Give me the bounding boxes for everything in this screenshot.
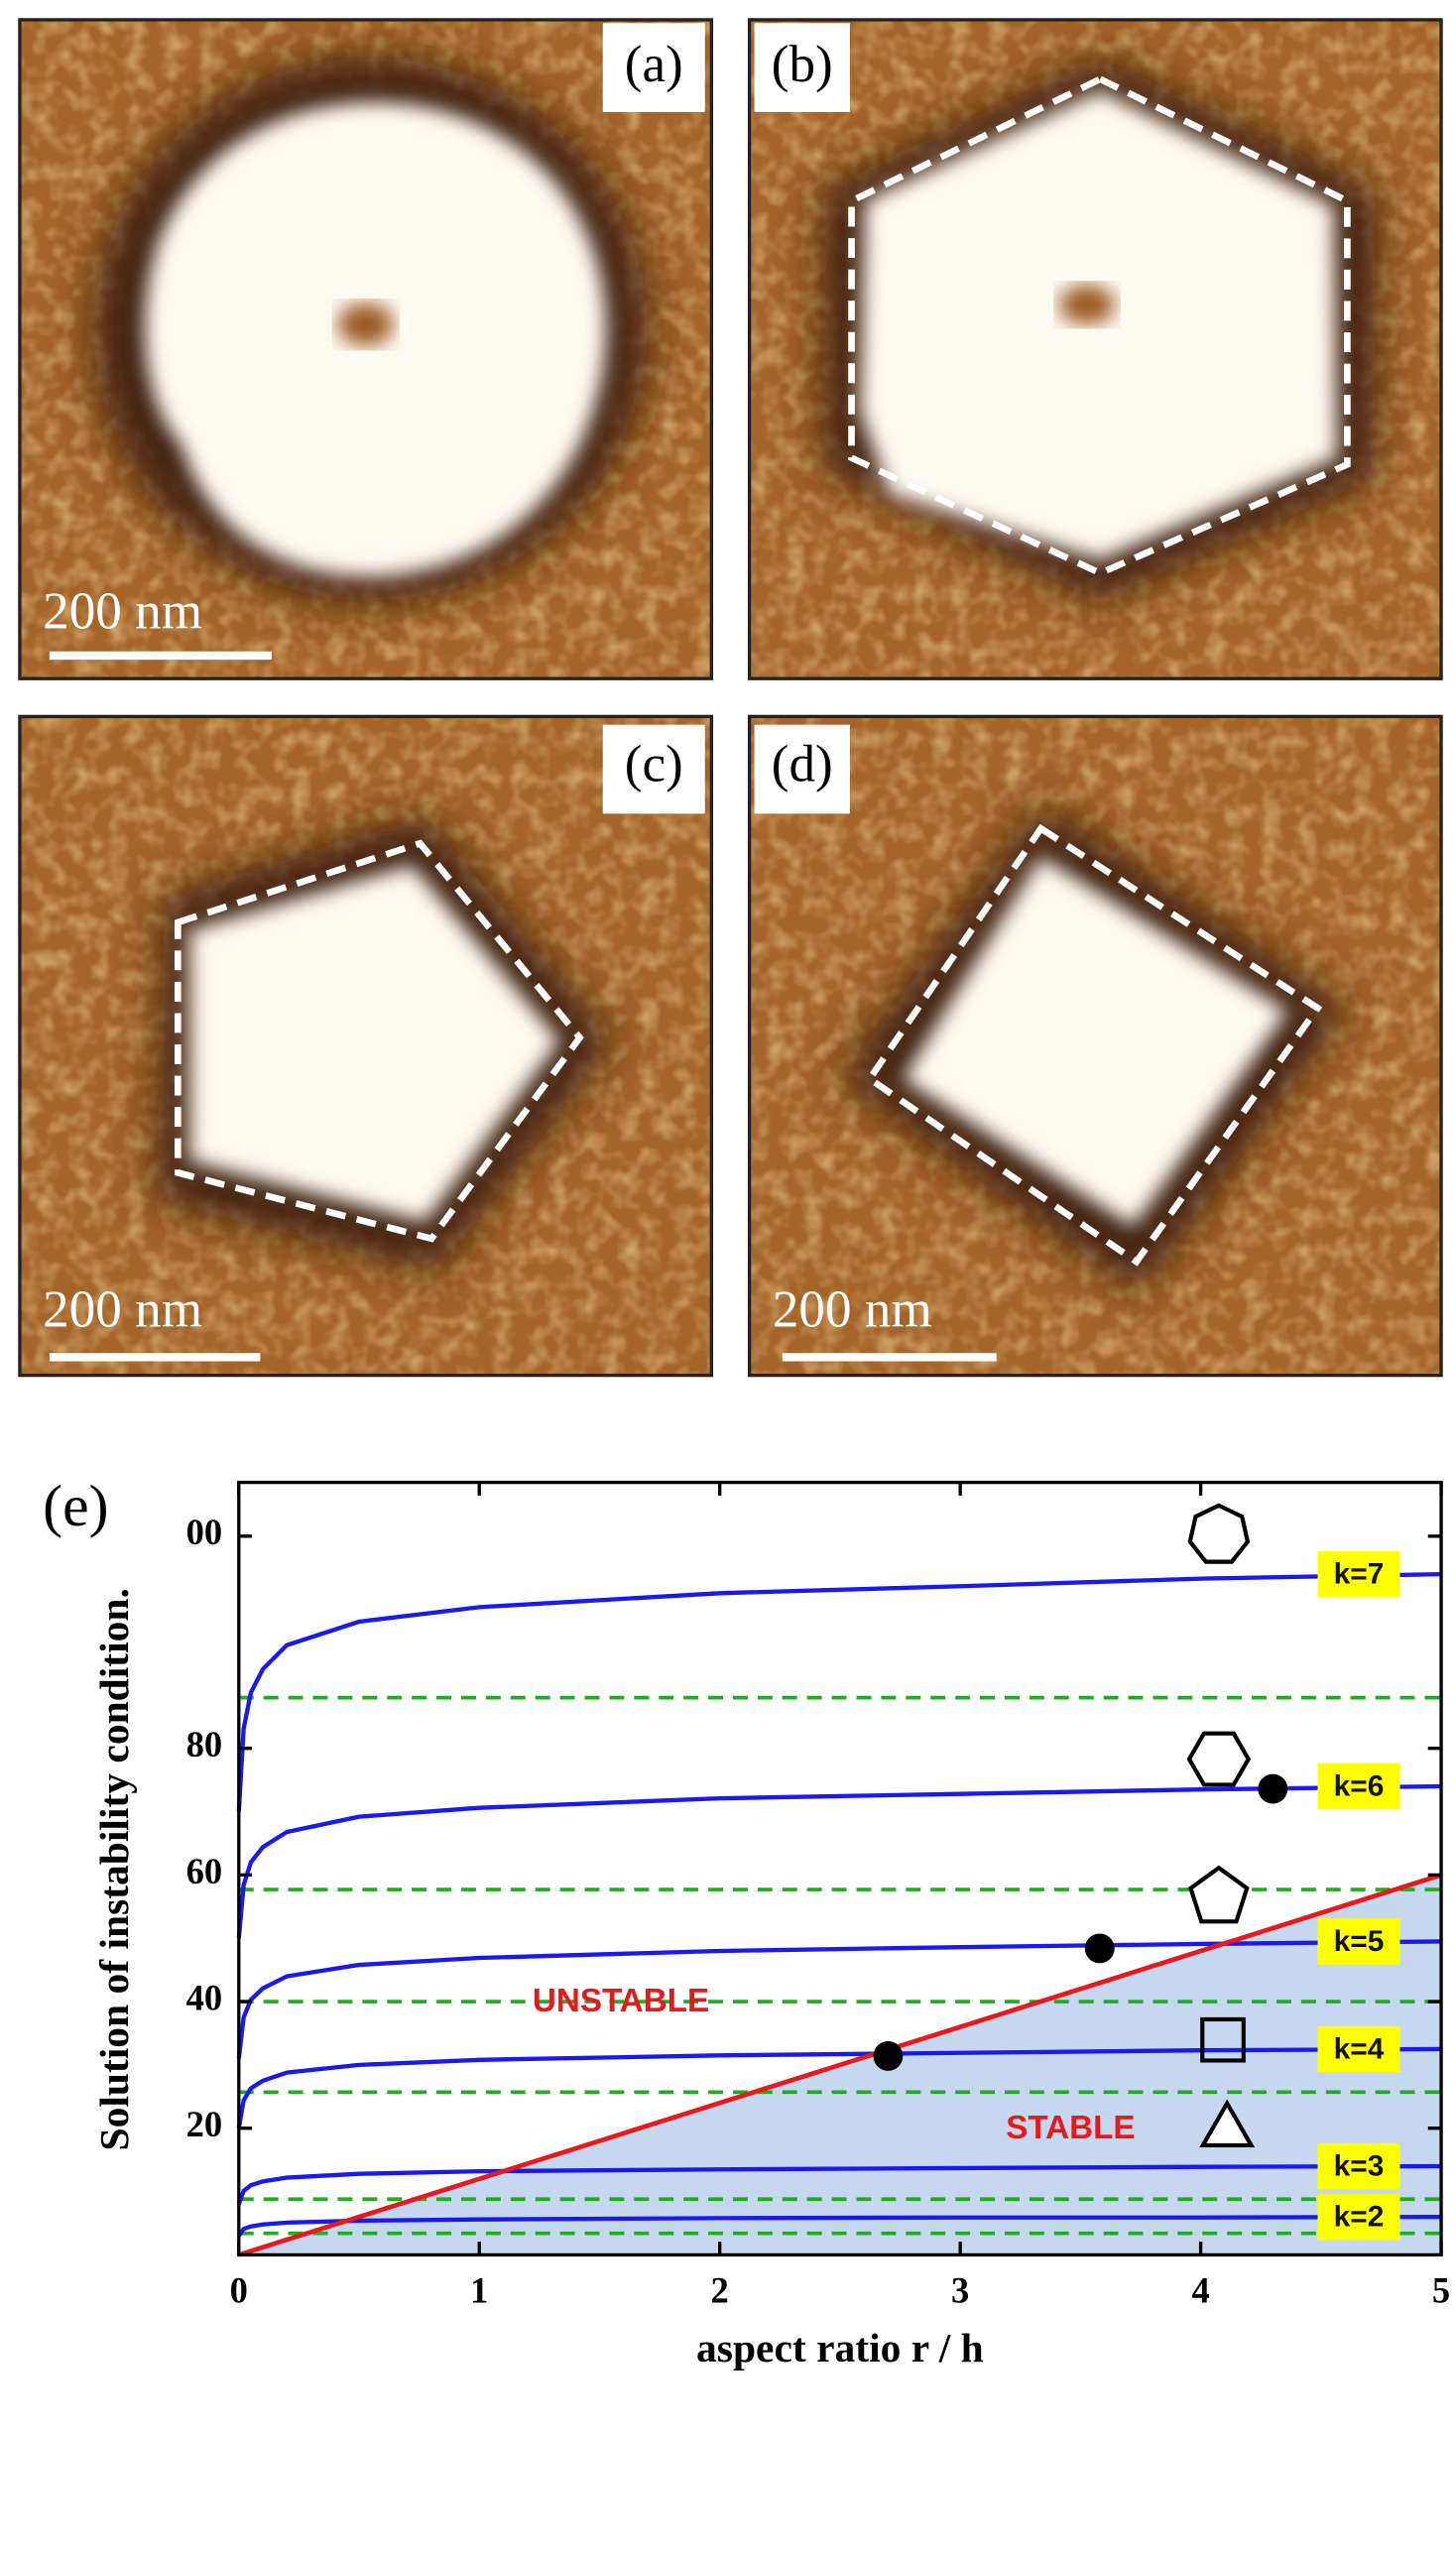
y-tick-label: 20 [186, 2104, 223, 2144]
curve [236, 2163, 1442, 2206]
shape-icon [1188, 1865, 1250, 1924]
panel-label: (b) [772, 36, 833, 93]
label-background [1317, 2025, 1400, 2073]
point [1258, 1773, 1288, 1804]
annotation: STABLE [1006, 2110, 1135, 2146]
outline [865, 823, 1323, 1267]
series-label: k=7 [1334, 1558, 1385, 1591]
shape-icon [1186, 1731, 1252, 1787]
panel-label: (e) [43, 1473, 108, 1538]
scale-label: 200 nm [43, 582, 202, 640]
series-label: k=6 [1334, 1770, 1385, 1803]
point [1084, 1933, 1115, 1964]
afm-image [19, 19, 712, 679]
series-label: k=3 [1334, 2150, 1385, 2183]
y-tick-label: 60 [186, 1851, 223, 1891]
curve [236, 2046, 1442, 2129]
point [873, 2041, 904, 2071]
curve [236, 1783, 1442, 1939]
x-axis-label: aspect ratio r / h [696, 2325, 984, 2371]
shape-icon [1187, 1503, 1251, 1564]
curve [236, 1939, 1442, 2059]
curve [236, 1571, 1442, 1812]
x-tick-label: 4 [1191, 2270, 1209, 2311]
y-axis-label: Solution of instability condition. [91, 1588, 137, 2150]
y-tick-label: 40 [186, 1977, 223, 2017]
afm-image [19, 716, 712, 1376]
label-background [1317, 1763, 1400, 1810]
series-label: k=5 [1334, 1925, 1385, 1958]
outline [175, 839, 584, 1243]
panel-label: (d) [772, 736, 833, 793]
shape-icon [1200, 2016, 1246, 2063]
x-tick-label: 2 [711, 2270, 729, 2311]
series-label: k=4 [1334, 2032, 1385, 2065]
panel-label: (a) [625, 36, 683, 93]
panel-label: (c) [625, 736, 683, 793]
label-background [1317, 2193, 1400, 2241]
plot: k=7k=6k=5k=4k=3k=2UNSTABLESTABLE20406080… [186, 1480, 1450, 2311]
afm-image [749, 716, 1442, 1376]
y-tick-label: 00 [186, 1512, 223, 1552]
scale-label: 200 nm [773, 1280, 932, 1338]
shape-icon [1199, 2099, 1256, 2148]
x-tick-label: 1 [470, 2270, 488, 2311]
label-background [1317, 2142, 1400, 2190]
annotation: UNSTABLE [533, 1983, 709, 2019]
boundary-line [238, 1873, 1442, 2257]
x-tick-label: 3 [951, 2270, 969, 2311]
afm-image [749, 19, 1442, 679]
scale-label: 200 nm [43, 1280, 202, 1338]
label-background [1317, 1550, 1400, 1598]
plot-frame [237, 1480, 1443, 2257]
label-background [1317, 1918, 1400, 1965]
curve [237, 2214, 1442, 2238]
y-tick-label: 80 [186, 1724, 223, 1764]
series-label: k=2 [1334, 2201, 1385, 2234]
x-tick-label: 0 [230, 2270, 248, 2311]
x-tick-label: 5 [1432, 2270, 1450, 2311]
